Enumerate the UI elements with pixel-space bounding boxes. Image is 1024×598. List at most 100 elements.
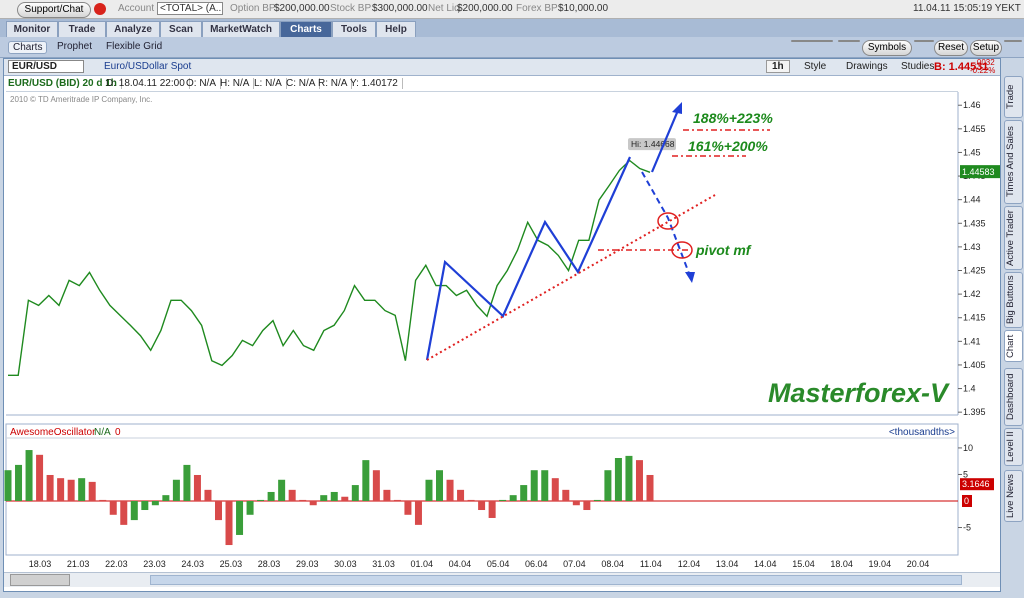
symbols-button[interactable]: Symbols — [862, 40, 912, 56]
x-tick-label: 13.04 — [716, 559, 739, 569]
oscillator-bar — [309, 500, 317, 506]
interval-button[interactable]: 1h — [766, 60, 790, 73]
link-button[interactable] — [838, 40, 860, 42]
y-tick-label: 1.435 — [963, 218, 986, 228]
oscillator-bar — [593, 499, 601, 501]
oscillator-bar — [541, 470, 549, 501]
symbol-description: Euro/USDollar Spot — [104, 61, 192, 72]
oscillator-bar — [351, 485, 359, 501]
sub-tab[interactable]: Prophet — [57, 41, 93, 52]
symbol-box[interactable] — [791, 40, 833, 42]
oscillator-bar — [162, 495, 170, 501]
info-date: D: 18.04.11 22:00 — [106, 78, 190, 89]
sub-tab[interactable]: Charts — [8, 41, 48, 54]
oscillator-bar — [341, 496, 349, 501]
x-tick-label: 11.04 — [640, 559, 662, 569]
x-tick-label: 07.04 — [563, 559, 586, 569]
expand-button[interactable] — [1004, 40, 1022, 42]
oscillator-bar — [88, 481, 96, 501]
oscillator-bar — [151, 500, 159, 506]
tab[interactable]: Scan — [160, 21, 202, 38]
oscillator-bar — [299, 499, 307, 501]
y-tick-label: 1.46 — [963, 100, 981, 110]
y-tick-label: 1.4 — [963, 384, 976, 394]
copyright: 2010 © TD Ameritrade IP Company, Inc. — [10, 95, 152, 104]
oscillator-bar — [478, 500, 486, 511]
oscillator-bar — [551, 478, 559, 501]
tab[interactable]: Tools — [332, 21, 376, 38]
sub-tab[interactable]: Flexible Grid — [106, 41, 163, 52]
drawings: 188%+223% 161%+200% pivot mf Masterforex… — [425, 102, 950, 408]
wave-line — [425, 156, 632, 361]
tab[interactable]: Help — [376, 21, 416, 38]
alert-icon[interactable] — [93, 2, 107, 16]
setup-button[interactable]: Setup — [970, 40, 1002, 56]
y-tick-label: 1.405 — [963, 360, 986, 370]
y-tick-label: 1.43 — [963, 242, 981, 252]
oscillator-bar — [36, 454, 44, 501]
trend-line — [426, 194, 716, 361]
price-line — [8, 159, 651, 376]
oscillator-bar — [288, 489, 296, 501]
scroll-thumb[interactable] — [150, 575, 962, 585]
oscillator-bar — [130, 500, 138, 521]
oscillator-bar — [446, 479, 454, 501]
oscillator-bar — [572, 500, 580, 506]
x-tick-label: 18.04 — [830, 559, 853, 569]
x-tick-label: 22.03 — [105, 559, 128, 569]
oscillator-bar — [425, 479, 433, 501]
support-button[interactable]: Support/Chat — [17, 2, 91, 18]
x-tick-label: 23.03 — [143, 559, 166, 569]
oscillator-bar — [372, 470, 380, 501]
tab[interactable]: Charts — [280, 21, 332, 38]
chart-panel — [3, 58, 1001, 592]
y-tick-label: -5 — [963, 523, 971, 533]
x-tick-label: 14.04 — [754, 559, 777, 569]
oscillator-bar — [404, 500, 412, 515]
arrow-head — [685, 272, 695, 283]
top-bar: Support/Chat Account <TOTAL> (A... Optio… — [0, 0, 1024, 19]
symbol-select[interactable]: EUR/USD — [8, 60, 84, 73]
oscillator-bar — [46, 474, 54, 501]
x-tick-label: 28.03 — [258, 559, 281, 569]
y-tick-label: 5 — [963, 469, 968, 479]
tab[interactable]: MarketWatch — [202, 21, 280, 38]
oscillator-bar — [183, 464, 191, 501]
oscillator-bar — [78, 478, 86, 501]
studies-button[interactable]: Studies — [901, 61, 935, 72]
oscillator-bar — [436, 470, 444, 501]
x-tick-label: 06.04 — [525, 559, 548, 569]
oscillator-bar — [635, 460, 643, 501]
tab[interactable]: Monitor — [6, 21, 58, 38]
x-tick-label: 25.03 — [220, 559, 243, 569]
last-price-box — [960, 165, 1000, 179]
oscillator-bar — [193, 474, 201, 501]
x-tick-label: 18.03 — [29, 559, 52, 569]
oscillator-bar — [15, 464, 23, 501]
oscillator-bar — [614, 458, 622, 501]
zero-box — [962, 494, 972, 507]
oscillator-bar — [362, 460, 370, 501]
oscillator-bar — [488, 500, 496, 518]
oscillator-bar — [246, 500, 254, 515]
info-open: O: N/A — [186, 78, 222, 89]
oscillator-bar — [67, 479, 75, 501]
y-tick-label: 0 — [964, 496, 969, 506]
projection-arrow — [641, 171, 691, 277]
x-tick-label: 29.03 — [296, 559, 319, 569]
account-select[interactable]: <TOTAL> (A... — [157, 2, 223, 15]
drawings-button[interactable]: Drawings — [846, 61, 888, 72]
chart-toolbar: EUR/USD Euro/USDollar Spot 1h Style Draw… — [4, 58, 1000, 76]
reset-button[interactable]: Reset — [934, 40, 968, 56]
tab[interactable]: Trade — [58, 21, 106, 38]
gear-button[interactable] — [914, 40, 934, 42]
zoom-controls[interactable] — [10, 574, 70, 586]
study-units: <thousandths> — [889, 427, 955, 438]
study-name: AwesomeOscillator — [10, 427, 96, 438]
style-button[interactable]: Style — [804, 61, 827, 72]
tab[interactable]: Analyze — [106, 21, 160, 38]
oscillator-bar — [57, 478, 65, 501]
x-tick-label: 24.03 — [181, 559, 204, 569]
circle-mark — [671, 241, 693, 259]
change: -.0032 — [972, 58, 995, 67]
